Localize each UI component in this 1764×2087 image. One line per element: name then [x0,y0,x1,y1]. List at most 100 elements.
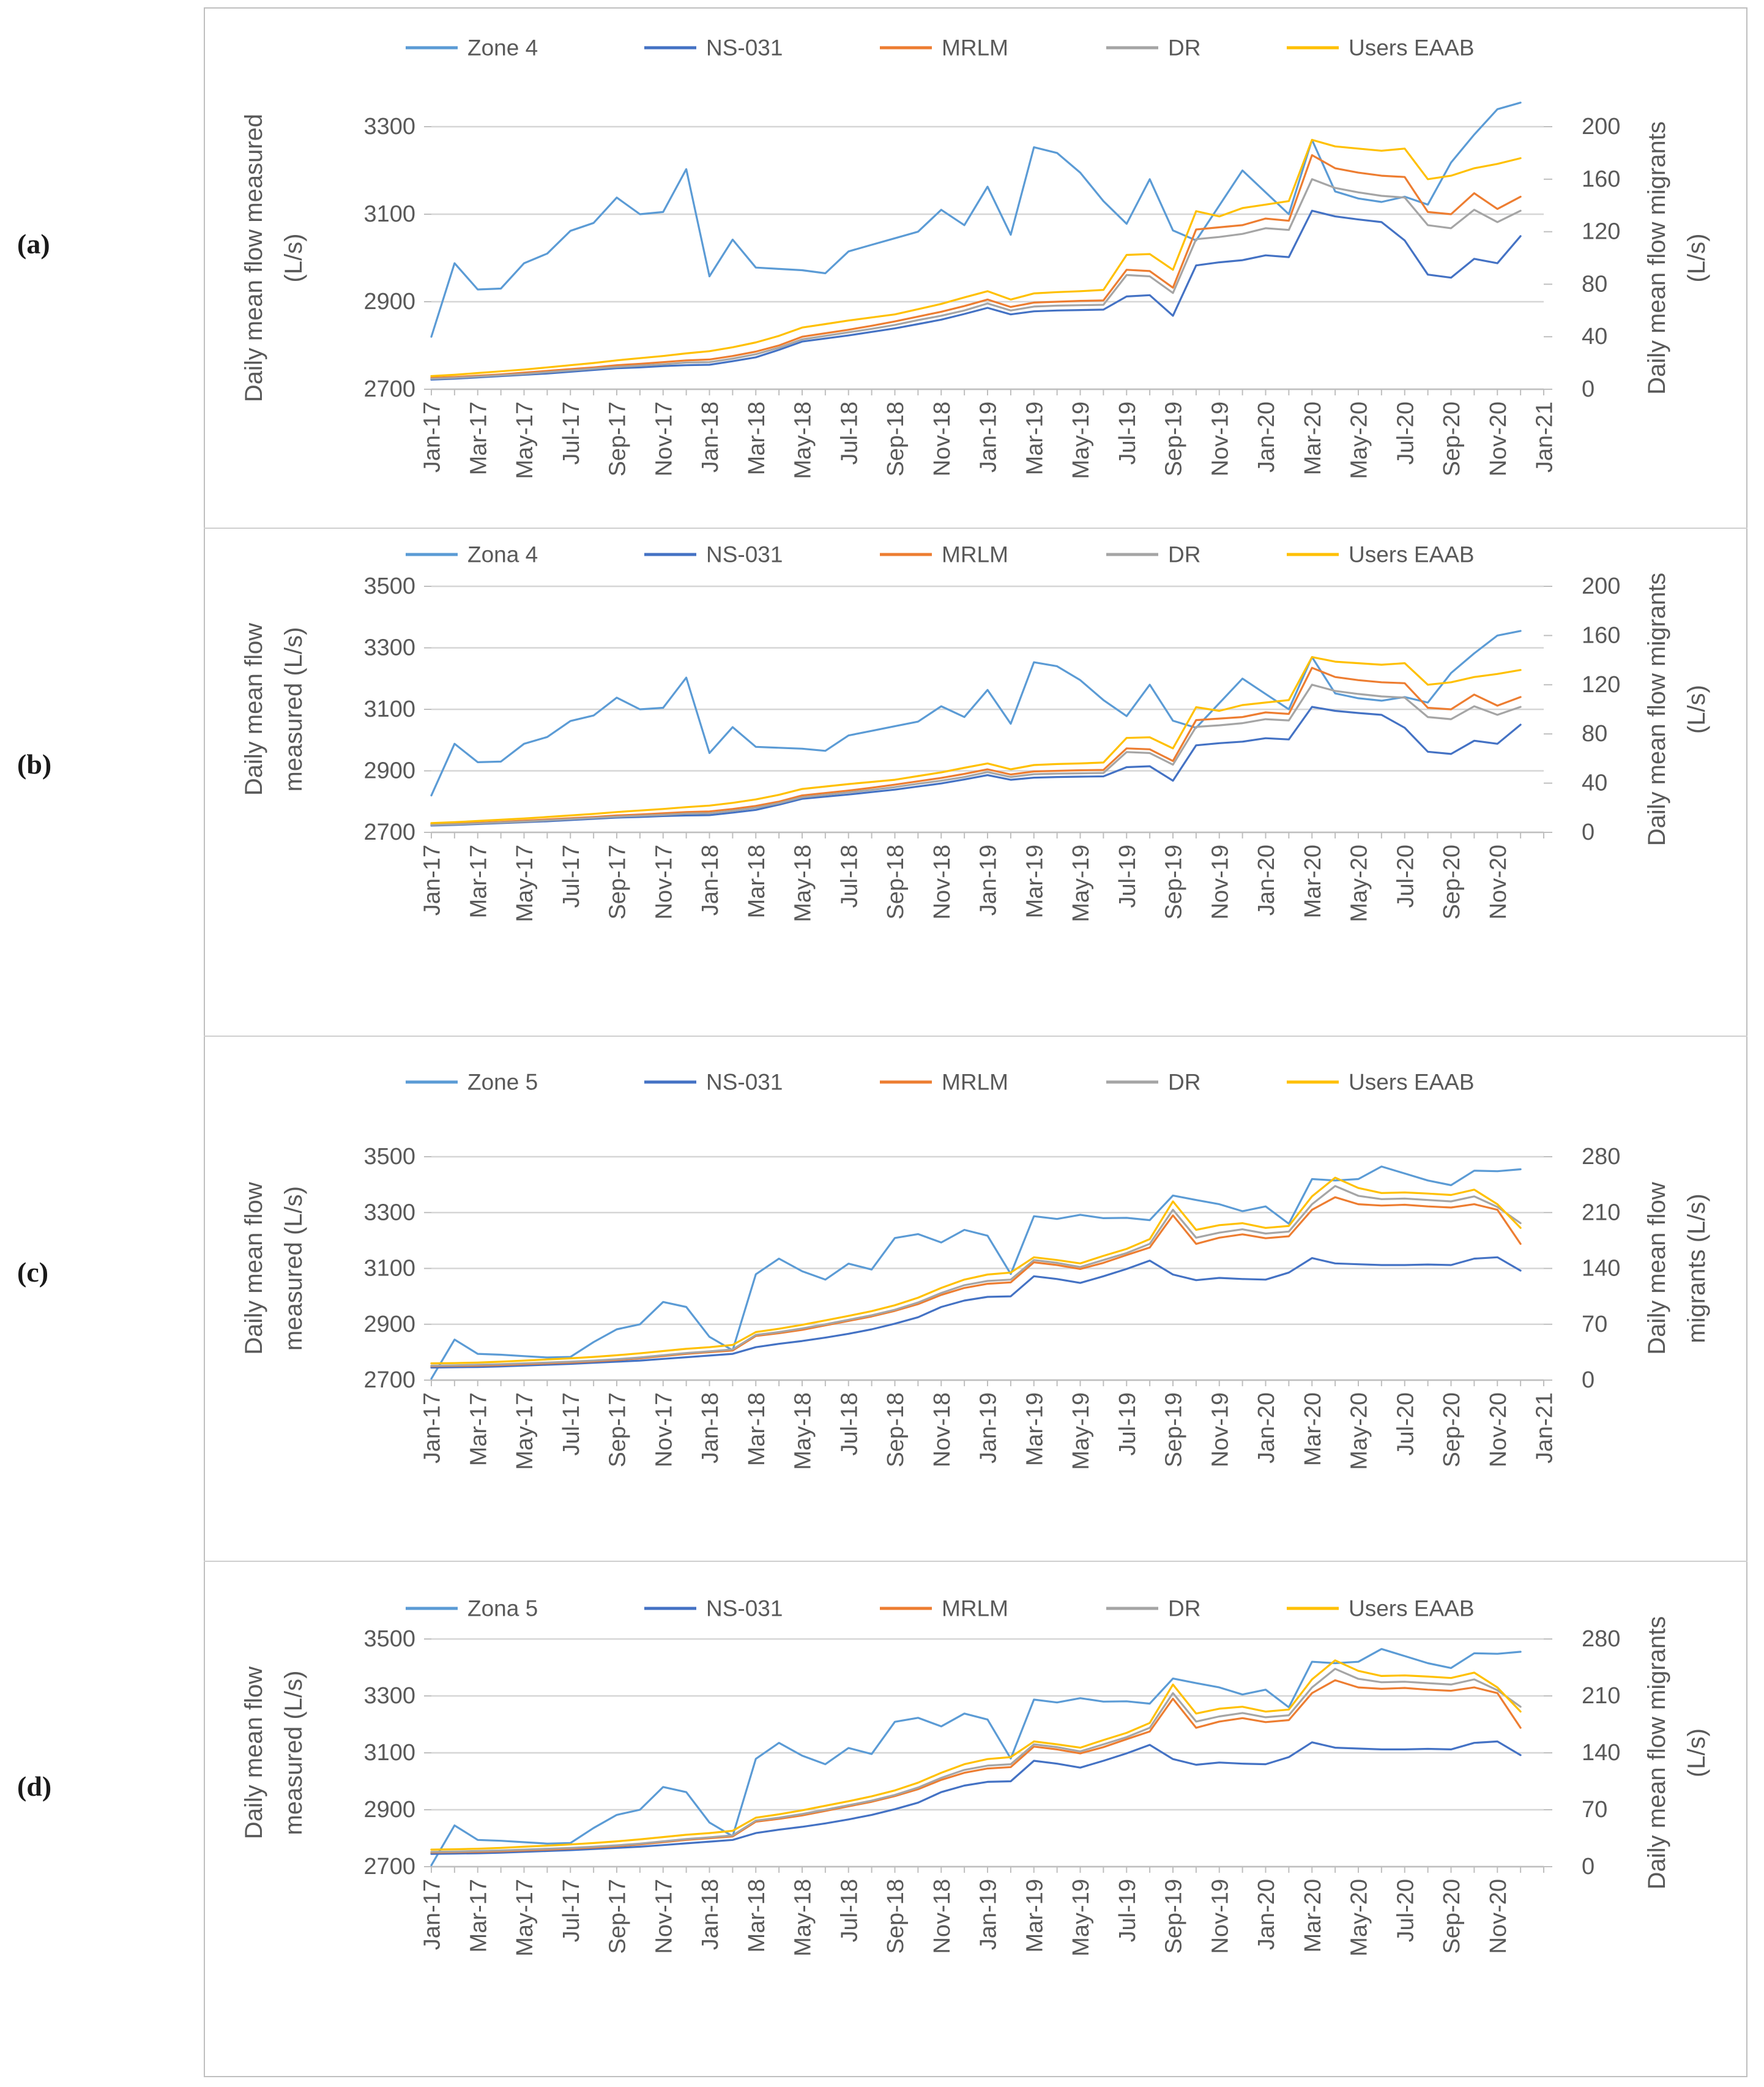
legend-label: Zone 5 [467,1070,538,1095]
left-axis-tick-label: 3300 [363,635,415,661]
figure-frame [204,7,1747,2077]
x-axis-label: Jul-19 [1115,1392,1141,1456]
x-axis-label: Jan-21 [1532,1392,1558,1463]
series-line-zone-4 [430,102,1522,338]
x-axis-label: Mar-20 [1300,845,1326,918]
left-axis-tick-label: 2900 [363,1312,415,1337]
left-axis-tick-label: 3100 [363,1740,415,1766]
right-axis-tick-label: 80 [1582,271,1607,297]
series-line-users-eaab [430,1176,1522,1365]
x-axis-label: Jan-17 [420,401,445,472]
series-line-ns-031 [430,1256,1522,1369]
right-axis-tick-label: 70 [1582,1797,1607,1823]
series-line-zona-4 [430,630,1522,797]
legend-label: DR [1168,542,1200,567]
left-axis-tick-label: 3300 [363,1683,415,1709]
x-axis-label: Sep-19 [1161,1879,1187,1954]
x-axis-label: Jul-17 [559,1879,584,1943]
left-axis-tick-label: 2700 [363,1367,415,1393]
series-line-users-eaab [430,656,1522,824]
x-axis-label: Sep-17 [605,401,631,477]
x-axis-label: Nov-17 [651,845,677,920]
x-axis-label: May-17 [512,1392,538,1470]
series-line-mrlm [430,154,1522,379]
panel-letter-d: (d) [17,1771,52,1802]
x-axis-label: Sep-18 [883,845,909,920]
chart-svg-d: 2700 2900 3100 3300 3500 0 70 140 210 280 Jan-17 Ma… [240,1596,1710,1957]
x-axis-label: Sep-17 [605,1392,631,1468]
x-axis-label: Mar-18 [744,1392,770,1466]
x-axis-label: Nov-17 [651,401,677,477]
x-axis-label: Mar-17 [466,1392,491,1466]
x-axis-label: May-19 [1068,845,1094,922]
x-axis-label: Jul-18 [836,401,862,465]
left-axis-tick-label: 2700 [363,1854,415,1880]
x-axis-label: Mar-19 [1022,1879,1048,1952]
x-axis-label: May-18 [791,1392,816,1470]
right-axis-tick-label: 70 [1582,1312,1607,1337]
chart-svg-a: 2700 2900 3100 3300 0 40 80 120 160 200 Jan-17 Mar-… [240,35,1710,479]
x-axis-label: May-20 [1347,1392,1372,1470]
legend-label: Users EAAB [1349,1070,1475,1095]
left-axis-title: measured (L/s) [280,627,307,792]
series-line-dr [430,684,1522,826]
left-axis-tick-label: 3500 [363,1626,415,1652]
x-axis-label: Nov-18 [929,1879,955,1954]
x-axis-label: Jul-19 [1115,1879,1141,1943]
series-line-mrlm [430,666,1522,826]
x-axis-label: Sep-19 [1161,845,1187,920]
x-axis-label: Jan-21 [1532,401,1558,472]
x-axis-label: May-20 [1347,401,1372,479]
series-line-users-eaab [430,1659,1522,1851]
x-axis-label: Mar-20 [1300,401,1326,475]
x-axis-label: Mar-18 [744,401,770,475]
x-axis-label: Nov-20 [1486,845,1511,920]
x-axis-label: Jan-18 [698,1392,723,1463]
x-axis-label: May-17 [512,845,538,922]
x-axis-label: Jul-19 [1115,845,1141,908]
legend-label: Users EAAB [1349,35,1475,61]
x-axis-label: Nov-19 [1207,401,1233,477]
x-axis-label: Nov-17 [651,1879,677,1954]
x-axis-label: Jul-17 [559,845,584,908]
series-line-dr [430,1668,1522,1853]
chart-svg-c: 2700 2900 3100 3300 3500 0 70 140 210 280 Jan-17 Ma… [240,1070,1710,1470]
x-axis-label: Jul-19 [1115,401,1141,465]
right-axis-title: (L/s) [1683,1728,1710,1777]
series-line-ns-031 [430,209,1522,381]
chart-d: 2700 2900 3100 3300 3500 0 70 140 210 280 Jan-17 Ma… [204,1561,1747,2078]
legend-label: DR [1168,35,1200,61]
series-line-dr [430,1185,1522,1367]
left-axis-title: Daily mean flow [240,1667,267,1839]
x-axis-label: Mar-17 [466,401,491,475]
legend-label: DR [1168,1596,1200,1621]
x-axis-label: Jan-17 [420,1392,445,1463]
panel-letter-b: (b) [17,749,52,780]
panel-letter-a: (a) [17,228,50,259]
right-axis-tick-label: 120 [1582,672,1620,698]
panel-letter-c: (c) [17,1256,49,1288]
x-axis-label: May-18 [791,845,816,922]
legend-label: MRLM [942,1596,1008,1621]
x-axis-label: Mar-19 [1022,401,1048,475]
x-axis-label: Mar-19 [1022,845,1048,918]
x-axis-label: Sep-18 [883,1879,909,1954]
right-axis-title: Daily mean flow migrants [1643,121,1670,395]
right-axis-title: Daily mean flow [1643,1182,1670,1354]
right-axis-title: (L/s) [1683,234,1710,283]
x-axis-label: Jul-17 [559,1392,584,1456]
legend-label: NS-031 [706,35,783,61]
right-axis-tick-label: 0 [1582,819,1595,845]
right-axis-tick-label: 140 [1582,1740,1620,1766]
chart-a: 2700 2900 3100 3300 0 40 80 120 160 200 Jan-17 Mar-… [204,7,1747,528]
left-axis-tick-label: 3500 [363,1144,415,1170]
right-axis-tick-label: 160 [1582,166,1620,192]
left-axis-title: Daily mean flow [240,623,267,796]
legend-label: Zona 4 [467,542,538,567]
right-axis-tick-label: 280 [1582,1626,1620,1652]
right-axis-title: migrants (L/s) [1683,1193,1710,1343]
left-axis-tick-label: 2900 [363,758,415,784]
right-axis-tick-label: 80 [1582,721,1607,747]
x-axis-label: May-18 [791,401,816,479]
right-axis-title: (L/s) [1683,685,1710,734]
